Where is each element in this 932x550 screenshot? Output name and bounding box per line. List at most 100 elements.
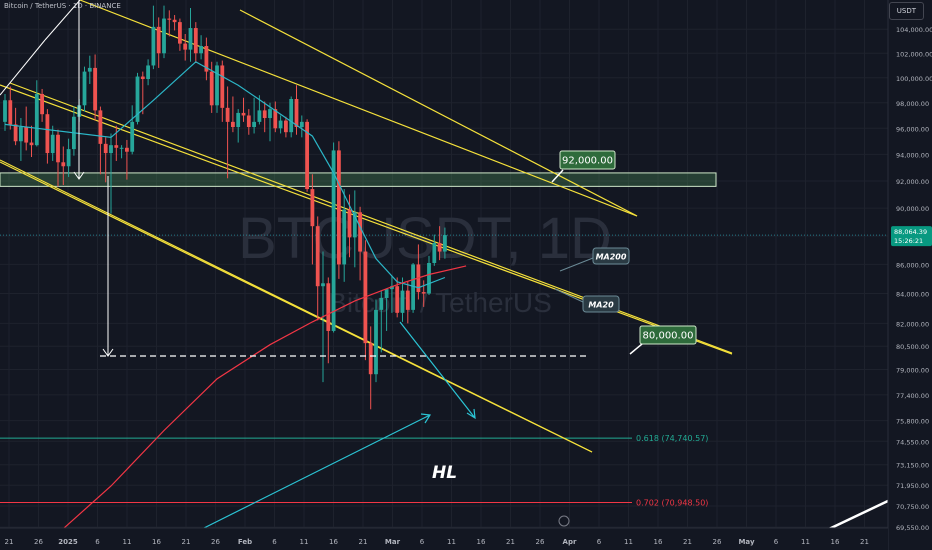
time-tick-label: 11 [801, 538, 810, 546]
candle-body [358, 212, 362, 252]
candle-body [103, 143, 108, 154]
candle-body [151, 26, 156, 66]
watermark: BTCUSDT, 1D Bitcoin / TetherUS [238, 206, 612, 318]
time-tick-label: 16 [477, 538, 486, 546]
candle-body [246, 115, 251, 128]
candle-body [278, 120, 283, 129]
price-tick-label: 90,000.00 [896, 205, 929, 213]
price-tick-label: 100,000.00 [896, 75, 932, 83]
candle-body [342, 209, 347, 265]
current-price-countdown: 15:26:21 [894, 237, 923, 245]
candle-body [172, 19, 177, 23]
candle-body [98, 110, 103, 144]
candle-body [29, 142, 34, 146]
candle-body [50, 134, 55, 154]
candle-body [443, 235, 447, 252]
watermark-name: Bitcoin / TetherUS [328, 287, 552, 318]
candle-body [310, 189, 315, 227]
candle-body [45, 114, 50, 154]
time-tick-label: 21 [5, 538, 14, 546]
time-tick-label: 21 [860, 538, 869, 546]
price-tick-label: 96,000.00 [896, 125, 929, 133]
price-tick-label: 94,000.00 [896, 151, 929, 159]
time-tick-label: 21 [359, 538, 368, 546]
candle-body [66, 149, 71, 167]
time-axis[interactable]: 21 26 2025 6 11 16 21 26 Feb 6 11 16 21 Mar 6 11 16 21 26 A… [0, 527, 888, 550]
ma200-tag-box [592, 247, 630, 265]
time-tick-label: 11 [624, 538, 633, 546]
candle-body [305, 121, 309, 190]
price-tick-label: 102,000.00 [896, 50, 932, 58]
candle-body [252, 121, 256, 128]
price-tick-label: 86,000.00 [896, 261, 929, 269]
time-tick-label: 21 [506, 538, 515, 546]
time-tick-label: 6 [95, 538, 100, 546]
candle-body [284, 120, 288, 133]
ma20-tag-pointer [554, 288, 584, 303]
candle-body [294, 98, 299, 128]
candle-body [13, 124, 18, 142]
candle-body [188, 28, 193, 50]
price-tick-label: 104,000.00 [896, 26, 932, 34]
level-92000-label-box [559, 150, 616, 170]
time-tick-label: 6 [774, 538, 779, 546]
current-price-badge [891, 226, 932, 247]
candle-body [193, 28, 198, 54]
candle-body [400, 290, 405, 313]
candle-body [162, 18, 166, 54]
price-tick-label: 74,550.00 [896, 438, 929, 446]
candle-body [19, 127, 23, 142]
candle-body [3, 100, 7, 122]
time-tick-label: 6 [272, 538, 277, 546]
time-tick-label: 21 [182, 538, 191, 546]
candle-body [268, 109, 272, 119]
candle-body [199, 46, 203, 54]
time-tick-label: 16 [831, 538, 840, 546]
time-tick-label: 26 [536, 538, 545, 546]
channel-line-1 [239, 9, 638, 217]
candle-body [209, 71, 214, 106]
candle-body [119, 147, 124, 149]
price-tick-label: 80,500.00 [896, 343, 929, 351]
candle-body [432, 243, 437, 263]
events-icon [558, 515, 570, 527]
candle-body [390, 286, 394, 290]
candle-body [262, 110, 267, 119]
ma20-line [4, 61, 446, 289]
candle-body [61, 162, 66, 167]
candle-body [146, 65, 150, 80]
price-tick-label: 84,000.00 [896, 291, 929, 299]
price-tick-label: 75,800.00 [896, 418, 929, 426]
time-tick-label: 26 [34, 538, 43, 546]
candle-body [352, 212, 357, 238]
candle-body [183, 43, 188, 50]
candle-body [337, 150, 341, 265]
symbol-header[interactable]: Bitcoin / TetherUS · 1D · BINANCE [4, 2, 121, 10]
candle-body [225, 107, 230, 122]
currency-button[interactable]: USDT [888, 2, 924, 20]
candle-body [220, 65, 225, 108]
ma200-tag-pointer [559, 257, 594, 272]
candle-body [114, 145, 119, 148]
time-tick-label: 26 [713, 538, 722, 546]
candle-body [384, 289, 389, 298]
grid [0, 0, 888, 528]
candle-body [204, 46, 209, 72]
level-80000-pointer [629, 343, 643, 355]
overlays-front: 92,000.00 80,000.00 MA200 MA20 0.618 (74,740… [0, 0, 891, 541]
price-tick-label: 82,000.00 [896, 320, 929, 328]
ma200-tag: MA200 [596, 253, 627, 262]
price-axis[interactable]: 104,000.00 102,000.00 100,000.00 98,000.00 9… [887, 0, 932, 550]
candle-body [273, 109, 278, 129]
candle-body [236, 112, 241, 128]
candle-body [368, 343, 373, 375]
candle-body [411, 264, 415, 310]
channel-line-lower [0, 161, 593, 453]
level-80000-label-box [639, 325, 697, 345]
projection-diagonal-2 [44, 0, 81, 41]
candle-body [321, 283, 325, 287]
candle-body [241, 112, 246, 116]
time-tick-label: Mar [385, 538, 401, 546]
support-zone-92000 [0, 172, 717, 187]
